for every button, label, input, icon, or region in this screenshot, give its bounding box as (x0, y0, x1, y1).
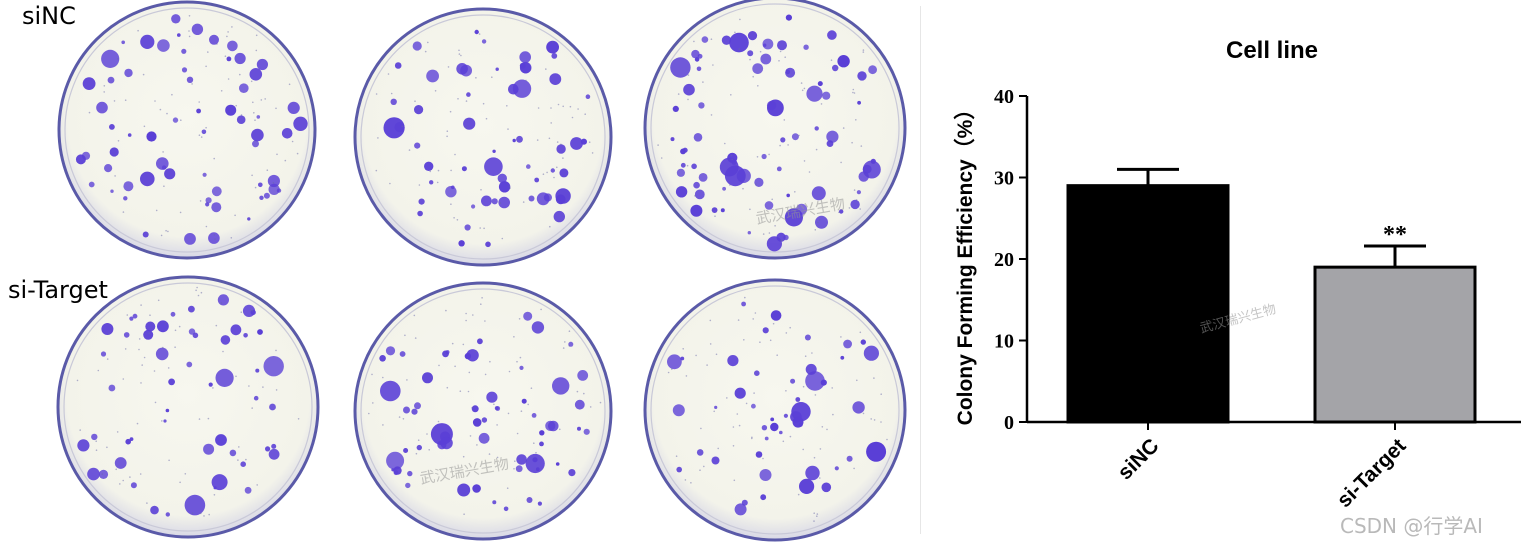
bar-sinc (1066, 184, 1230, 424)
y-tick-label: 40 (994, 86, 1014, 108)
x-tick-label: si-Target (1333, 434, 1411, 512)
petri-dish-3 (643, 0, 907, 260)
chart-bars (1066, 167, 1477, 424)
y-tick-label: 10 (994, 331, 1014, 353)
petri-dish-2 (353, 7, 613, 267)
significance-marker: ** (1383, 222, 1407, 248)
petri-dish-1 (57, 0, 317, 260)
y-tick-label: 30 (994, 168, 1014, 190)
chart-title: Cell line (1226, 37, 1318, 64)
petri-dish-6 (643, 278, 907, 542)
panel-divider (920, 6, 921, 534)
y-tick-label: 20 (994, 249, 1014, 271)
row-label-si-target: si-Target (8, 276, 108, 304)
petri-dish-5 (353, 281, 613, 541)
row-label-sinc: siNC (22, 2, 76, 30)
colony-plates-panel (56, 0, 907, 542)
petri-dish-4 (56, 275, 320, 539)
bar-si-target (1313, 265, 1477, 424)
y-tick-label: 0 (1004, 412, 1014, 434)
credit-text: CSDN @行学AI (1340, 514, 1483, 538)
y-axis-label: Colony Forming Efficiency（%） (953, 99, 977, 426)
x-tick-label: siNC (1113, 434, 1163, 484)
